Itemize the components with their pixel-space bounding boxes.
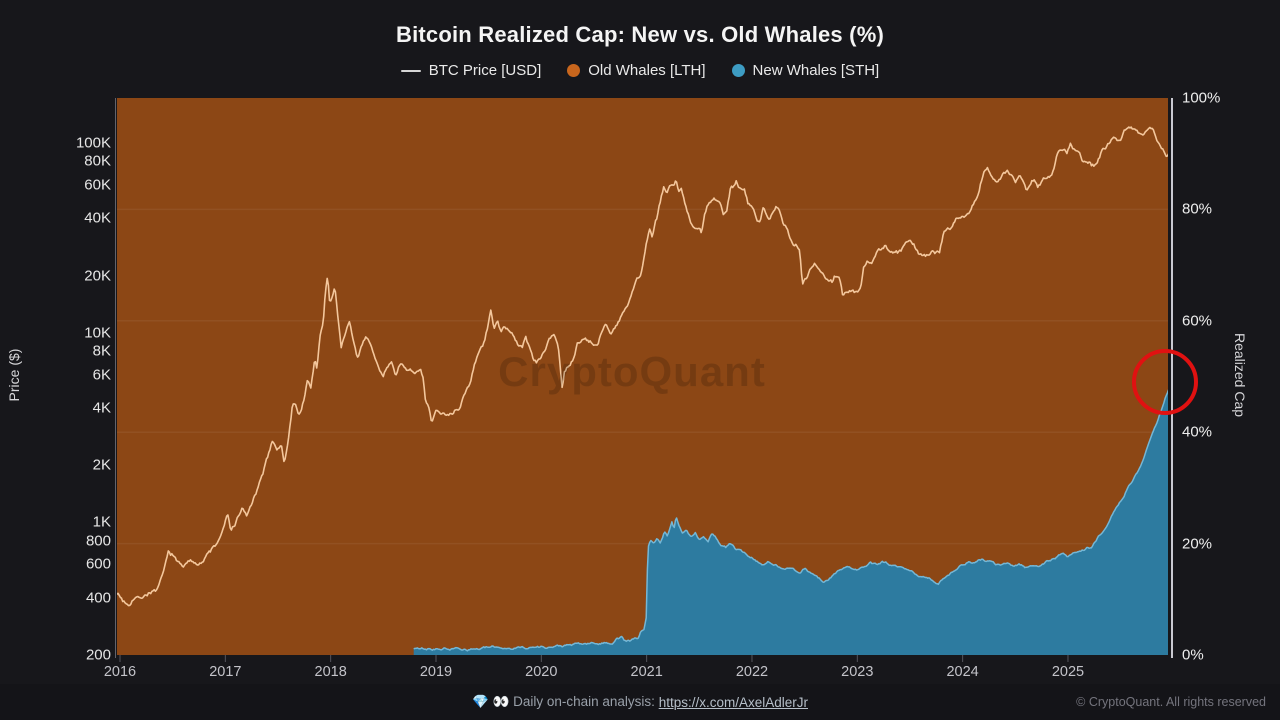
line-swatch-icon [400, 69, 421, 72]
left-axis-line [115, 98, 116, 658]
left-axis-tick-label: 80K [84, 152, 111, 170]
left-axis-tick-label: 10K [84, 324, 111, 342]
x-axis-tick-label: 2022 [735, 664, 769, 680]
x-axis-tick-label: 2019 [419, 664, 453, 680]
right-axis-tick-label: 20% [1182, 535, 1213, 553]
plot-area [117, 98, 1168, 662]
x-axis-tick-label: 2024 [946, 664, 979, 680]
left-axis-tick-label: 200 [85, 646, 111, 664]
right-axis-tick-label: 40% [1182, 423, 1213, 441]
right-axis-title: Realized Cap [1232, 332, 1248, 418]
new-whales-area [413, 391, 1168, 655]
author-profile-link[interactable]: https://x.com/AxelAdlerJr [658, 694, 808, 710]
x-axis-tick-label: 2025 [1051, 664, 1085, 680]
x-axis-tick-label: 2023 [841, 664, 874, 680]
left-axis-tick-label: 8K [92, 342, 111, 360]
legend-label: Old Whales [LTH] [588, 62, 706, 79]
left-axis-tick-label: 2K [92, 456, 111, 474]
orange-dot-icon [567, 64, 581, 77]
page-title: Bitcoin Realized Cap: New vs. Old Whales… [396, 22, 884, 47]
blue-dot-icon [731, 64, 745, 77]
left-axis-tick-label: 6K [92, 366, 111, 384]
legend-label: New Whales [STH] [752, 62, 880, 79]
x-axis-tick-label: 2020 [525, 664, 558, 680]
left-axis-tick-label: 1K [92, 513, 111, 531]
right-axis-tick-label: 0% [1182, 646, 1204, 664]
x-axis-tick-label: 2016 [103, 664, 137, 680]
left-axis-tick-label: 4K [92, 399, 111, 417]
left-axis-tick-label: 800 [85, 532, 111, 550]
x-axis-tick-label: 2021 [630, 664, 663, 680]
copyright-text: © CryptoQuant. All rights reserved [1076, 695, 1266, 709]
left-axis-title: Price ($) [6, 348, 22, 402]
legend-label: BTC Price [USD] [428, 62, 542, 79]
right-axis-tick-label: 80% [1182, 200, 1213, 218]
footer-bar: 💎 👀 Daily on-chain analysis: https://x.c… [0, 684, 1280, 720]
legend: BTC Price [USD] Old Whales [LTH] New Wha… [0, 62, 1280, 79]
left-axis-tick-label: 100K [75, 134, 111, 152]
legend-item-new-whales: New Whales [STH] [731, 62, 880, 79]
annotation-circle [1132, 349, 1198, 415]
left-axis-tick-label: 60K [84, 176, 111, 194]
btc-price-line [117, 126, 1168, 607]
right-axis-tick-label: 60% [1182, 312, 1213, 330]
legend-item-btc-price: BTC Price [USD] [400, 62, 542, 79]
footer-analysis-text: 💎 👀 Daily on-chain analysis: [472, 694, 659, 709]
left-axis-tick-label: 400 [85, 589, 111, 607]
x-axis-tick-label: 2017 [209, 664, 242, 680]
new-whales-edge-line [413, 389, 1168, 652]
left-axis-tick-label: 600 [85, 555, 111, 573]
x-axis-tick-label: 2018 [314, 664, 347, 680]
right-axis-tick-label: 100% [1182, 89, 1221, 107]
legend-item-old-whales: Old Whales [LTH] [567, 62, 706, 79]
left-axis-tick-label: 20K [84, 267, 111, 285]
left-axis-tick-label: 40K [84, 209, 111, 227]
